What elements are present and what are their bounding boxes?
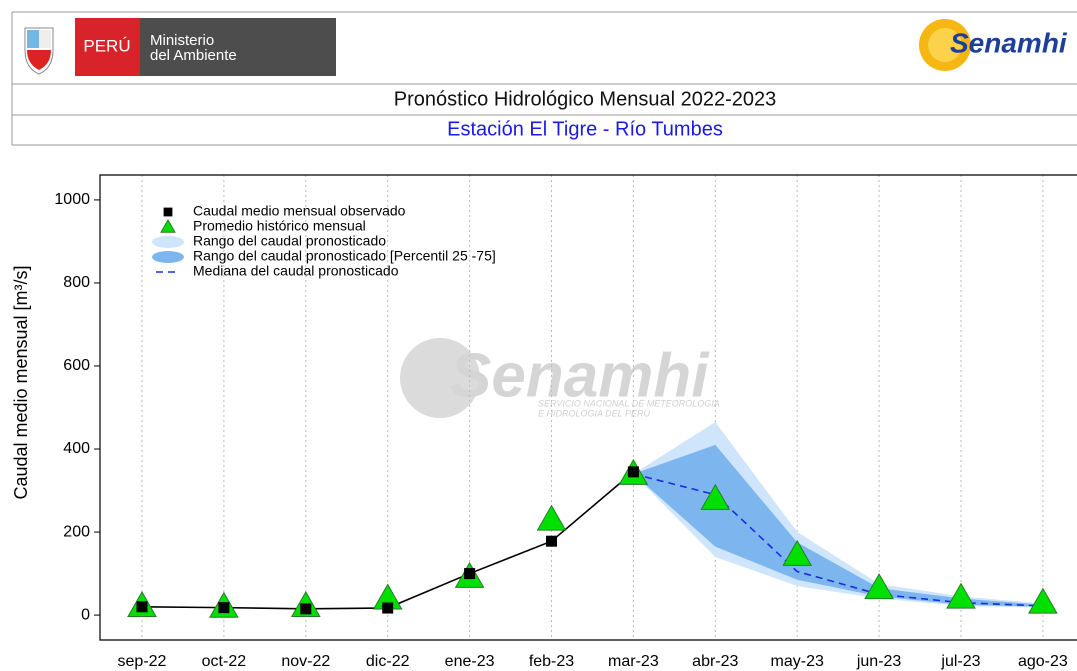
legend-label: Promedio histórico mensual	[193, 218, 366, 234]
x-tick-label: nov-22	[281, 653, 330, 670]
title: Pronóstico Hidrológico Mensual 2022-2023	[394, 88, 776, 110]
brand: Senamhi	[950, 27, 1068, 58]
square-marker	[300, 603, 312, 615]
triangle-marker	[536, 504, 567, 531]
subtitle: Estación El Tigre - Río Tumbes	[447, 118, 723, 140]
legend-label: Caudal medio mensual observado	[193, 203, 406, 219]
x-tick-label: oct-22	[202, 653, 247, 670]
square-marker	[546, 535, 557, 547]
legend-label: Mediana del caudal pronosticado	[193, 263, 399, 279]
ministry-box	[140, 18, 336, 76]
peru-box	[75, 18, 140, 76]
plot-frame	[99, 174, 1077, 641]
y-tick-label: 200	[63, 523, 90, 540]
square-marker	[163, 207, 173, 217]
watermark-sun	[400, 338, 480, 418]
legend-label: Rango del caudal pronosticado [Percentil…	[193, 248, 496, 264]
country: PERÚ	[83, 36, 130, 55]
y-tick-label: 600	[63, 357, 90, 374]
peru-shield	[24, 27, 54, 75]
triangle-marker	[946, 582, 976, 609]
legend-swatch	[152, 251, 184, 263]
x-tick-label: ago-23	[1018, 653, 1068, 670]
header: PERÚ Ministerio del Ambiente Senamhi Pro…	[11, 11, 1077, 146]
x-tick-label: dic-22	[366, 653, 410, 670]
shield-part	[39, 30, 51, 48]
shield-part	[27, 30, 39, 48]
legend-label: Rango del caudal pronosticado	[193, 233, 386, 249]
x-tick-label: jun-23	[856, 653, 902, 670]
senamhi-logo: Senamhi	[919, 19, 1068, 71]
plot: 0 200 400 600 800 1000 sep-22 oct-22 nov-22 dic-2…	[11, 174, 1077, 670]
triangle-marker	[1028, 587, 1058, 614]
watermark-text: SERVICIO NACIONAL DE METEOROLOGIA	[538, 398, 720, 408]
legend-swatch	[152, 236, 184, 248]
square-marker	[218, 602, 230, 614]
x-tick-label: abr-23	[692, 653, 738, 670]
forecast-band	[633, 422, 1043, 608]
square-marker	[464, 568, 476, 580]
y-axis-label: Caudal medio mensual [m³/s]	[11, 265, 31, 499]
square-marker	[136, 601, 148, 613]
triangle-marker	[782, 539, 813, 566]
x-tick-label: ene-23	[445, 653, 495, 670]
y-tick-label: 1000	[54, 191, 90, 208]
x-tick-label: may-23	[771, 653, 824, 670]
y-tick-label: 800	[63, 274, 90, 291]
square-marker	[627, 466, 639, 478]
forecast-band	[633, 444, 1043, 607]
ministry: del Ambiente	[150, 47, 237, 64]
y-tick-label: 400	[63, 440, 90, 457]
watermark-brand: Senamhi	[450, 341, 710, 410]
x-tick-label: jul-23	[940, 653, 980, 670]
square-marker	[382, 602, 394, 614]
x-tick-label: sep-22	[118, 653, 167, 670]
ministry: Ministerio	[150, 32, 214, 49]
watermark: Senamhi SERVICIO NACIONAL DE METEOROLOGI…	[400, 338, 720, 418]
sun-core	[928, 28, 962, 62]
triangle-marker	[864, 573, 894, 600]
series-line	[633, 473, 1043, 607]
shield-part	[27, 50, 51, 70]
x-tick-label: feb-23	[529, 653, 574, 670]
x-tick-label: mar-23	[608, 653, 659, 670]
watermark-text: E HIDROLOGIA DEL PERU	[538, 408, 651, 418]
triangle-marker	[700, 483, 731, 510]
triangle-marker	[160, 218, 176, 233]
y-tick-label: 0	[81, 606, 90, 623]
